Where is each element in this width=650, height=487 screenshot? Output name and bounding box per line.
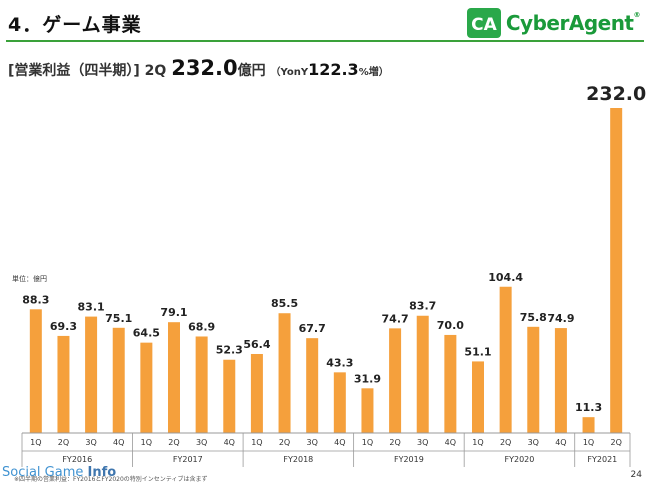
data-label: 79.1 — [160, 306, 187, 319]
x-tick-label: 1Q — [251, 438, 262, 447]
x-tick-label: 4Q — [113, 438, 124, 447]
data-label: 43.3 — [326, 356, 353, 369]
bar — [361, 388, 374, 433]
data-label: 64.5 — [133, 327, 160, 340]
watermark: Social Game Info — [2, 465, 117, 480]
data-label: 74.9 — [547, 312, 574, 325]
fiscal-year-label: FY2020 — [505, 455, 535, 464]
data-label: 69.3 — [50, 320, 77, 333]
x-tick-label: 4Q — [445, 438, 456, 447]
bar — [168, 322, 180, 433]
data-label: 31.9 — [354, 372, 381, 385]
x-tick-label: 4Q — [555, 438, 566, 447]
x-tick-label: 1Q — [583, 438, 594, 447]
x-tick-label: 3Q — [417, 438, 428, 447]
data-label: 51.1 — [464, 345, 491, 358]
x-tick-label: 2Q — [500, 438, 511, 447]
data-label: 52.3 — [216, 344, 243, 357]
bar — [306, 338, 319, 433]
data-label: 11.3 — [575, 401, 602, 414]
subtitle-value: 232.0 — [171, 56, 238, 80]
data-label: 83.7 — [409, 300, 436, 313]
x-tick-label: 1Q — [141, 438, 152, 447]
x-tick-label: 1Q — [30, 438, 41, 447]
data-label: 83.1 — [78, 301, 105, 314]
fiscal-year-label: FY2021 — [587, 455, 617, 464]
data-label: 75.8 — [520, 311, 547, 324]
x-tick-label: 3Q — [85, 438, 96, 447]
chart-unit-label: 単位：億円 — [12, 274, 47, 283]
fiscal-year-label: FY2019 — [394, 455, 424, 464]
subtitle-yoy-suffix: %増） — [358, 67, 389, 78]
bar — [195, 336, 208, 433]
bar — [416, 315, 429, 433]
x-tick-label: 2Q — [389, 438, 400, 447]
bar — [57, 335, 70, 433]
chart-subtitle: [営業利益（四半期）] 2Q 232.0億円 （YonY122.3%増） — [8, 56, 389, 80]
x-tick-label: 2Q — [279, 438, 290, 447]
subtitle-yoy-value: 122.3 — [308, 60, 359, 79]
subtitle-quarter: 2Q — [144, 63, 167, 79]
x-tick-label: 1Q — [472, 438, 483, 447]
x-tick-label: 2Q — [168, 438, 179, 447]
data-label: 56.4 — [243, 338, 270, 351]
bar — [444, 334, 457, 433]
data-label: 88.3 — [22, 293, 49, 306]
logo-mark-text: CA — [471, 15, 497, 35]
x-tick-label: 4Q — [224, 438, 235, 447]
bar — [85, 316, 98, 433]
fiscal-year-label: FY2016 — [62, 455, 92, 464]
x-tick-label: 3Q — [196, 438, 207, 447]
page-title: 4．ゲーム事業 — [8, 14, 142, 36]
subtitle-label: [営業利益（四半期）] — [8, 63, 140, 79]
x-tick-label: 3Q — [528, 438, 539, 447]
bar — [140, 342, 153, 433]
company-logo: CA CyberAgent® — [466, 8, 641, 38]
bar — [582, 417, 595, 433]
x-tick-label: 2Q — [58, 438, 69, 447]
x-tick-label: 3Q — [306, 438, 317, 447]
bar — [223, 359, 236, 433]
bar — [472, 361, 484, 433]
data-label: 232.0 — [586, 83, 646, 105]
data-label: 74.7 — [382, 312, 409, 325]
footnote: ※四半期の営業利益：FY2016とFY2020の特別インセンティブは含まず — [14, 476, 208, 483]
bar — [29, 309, 42, 433]
bar — [499, 286, 512, 433]
fiscal-year-label: FY2018 — [283, 455, 313, 464]
data-label: 104.4 — [488, 271, 523, 284]
page-number: 24 — [630, 470, 642, 480]
bar — [333, 372, 346, 433]
x-tick-label: 1Q — [362, 438, 373, 447]
data-label: 70.0 — [437, 319, 464, 332]
bar — [250, 353, 263, 433]
bar — [554, 328, 567, 433]
bar — [527, 326, 540, 433]
bar — [610, 108, 623, 433]
bar — [112, 327, 125, 433]
x-tick-label: 2Q — [610, 438, 621, 447]
subtitle-unit: 億円 — [237, 63, 266, 79]
fiscal-year-label: FY2017 — [173, 455, 203, 464]
bar — [389, 328, 402, 433]
logo-text: CyberAgent® — [505, 11, 641, 35]
data-label: 75.1 — [105, 312, 132, 325]
title-divider — [6, 40, 644, 42]
bar — [278, 313, 291, 433]
data-label: 85.5 — [271, 297, 298, 310]
data-label: 67.7 — [299, 322, 326, 335]
subtitle-yoy-prefix: （YonY — [270, 67, 309, 78]
x-tick-label: 4Q — [334, 438, 345, 447]
data-label: 68.9 — [188, 320, 215, 333]
cyberagent-logo-icon: CA — [466, 8, 501, 38]
